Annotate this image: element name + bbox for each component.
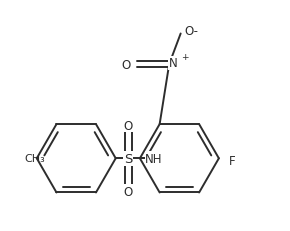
Text: N: N — [169, 57, 177, 70]
Text: O-: O- — [184, 25, 198, 38]
Text: F: F — [229, 155, 236, 168]
Text: +: + — [181, 53, 188, 62]
Text: CH₃: CH₃ — [24, 154, 45, 164]
Text: NH: NH — [145, 152, 163, 165]
Text: O: O — [122, 58, 131, 71]
Text: O: O — [124, 119, 133, 132]
Text: S: S — [124, 152, 133, 165]
Text: O: O — [124, 185, 133, 198]
